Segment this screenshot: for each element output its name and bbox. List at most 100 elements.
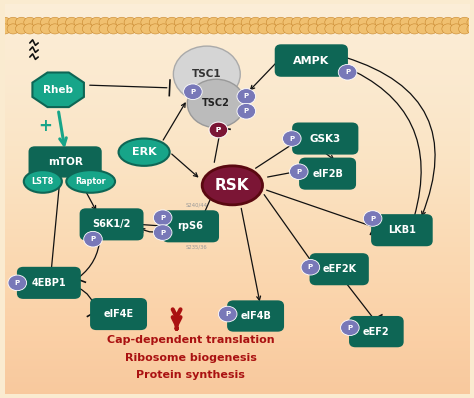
Text: Raptor: Raptor	[75, 177, 106, 186]
Circle shape	[174, 17, 186, 27]
Circle shape	[292, 17, 303, 27]
Circle shape	[338, 64, 357, 80]
FancyBboxPatch shape	[350, 317, 403, 346]
Circle shape	[74, 17, 86, 27]
Circle shape	[182, 17, 195, 27]
Circle shape	[124, 17, 136, 27]
Circle shape	[225, 17, 237, 27]
Circle shape	[116, 24, 128, 34]
Circle shape	[442, 24, 454, 34]
Text: P: P	[244, 108, 249, 114]
Text: eEF2K: eEF2K	[322, 264, 356, 274]
Circle shape	[24, 17, 36, 27]
Text: Cap-dependent translation: Cap-dependent translation	[107, 335, 274, 345]
Circle shape	[191, 24, 203, 34]
FancyBboxPatch shape	[228, 301, 283, 331]
Circle shape	[308, 24, 320, 34]
Circle shape	[458, 17, 471, 27]
Text: eIF4B: eIF4B	[240, 311, 271, 321]
Text: RSK: RSK	[215, 178, 250, 193]
Text: S6K1/2: S6K1/2	[92, 219, 131, 229]
Circle shape	[317, 24, 328, 34]
Circle shape	[458, 24, 471, 34]
Circle shape	[40, 17, 53, 27]
Text: Ribosome biogenesis: Ribosome biogenesis	[125, 353, 256, 363]
Circle shape	[333, 24, 345, 34]
Circle shape	[425, 24, 437, 34]
Text: P: P	[347, 325, 353, 331]
Circle shape	[450, 24, 462, 34]
Circle shape	[191, 17, 203, 27]
Circle shape	[91, 24, 103, 34]
Text: P: P	[160, 230, 165, 236]
FancyBboxPatch shape	[163, 211, 218, 242]
Circle shape	[141, 24, 153, 34]
Circle shape	[400, 24, 412, 34]
Circle shape	[325, 17, 337, 27]
Text: LST8: LST8	[32, 177, 54, 186]
Circle shape	[292, 24, 303, 34]
Text: LKB1: LKB1	[388, 225, 416, 235]
Circle shape	[417, 24, 429, 34]
Circle shape	[467, 24, 474, 34]
FancyBboxPatch shape	[293, 123, 357, 154]
FancyBboxPatch shape	[91, 299, 146, 329]
Circle shape	[400, 17, 412, 27]
Circle shape	[57, 24, 69, 34]
Text: P: P	[216, 127, 221, 133]
Circle shape	[283, 131, 301, 146]
Circle shape	[300, 17, 312, 27]
Text: P: P	[289, 136, 294, 142]
Circle shape	[99, 17, 111, 27]
Circle shape	[208, 24, 220, 34]
Circle shape	[166, 24, 178, 34]
Circle shape	[383, 17, 395, 27]
Circle shape	[7, 24, 19, 34]
Circle shape	[183, 84, 202, 100]
Circle shape	[154, 225, 172, 240]
Circle shape	[82, 24, 94, 34]
Circle shape	[132, 24, 145, 34]
Circle shape	[333, 17, 345, 27]
Circle shape	[216, 24, 228, 34]
Circle shape	[209, 122, 228, 138]
Circle shape	[8, 275, 27, 291]
Text: P: P	[91, 236, 96, 242]
Circle shape	[84, 231, 102, 247]
Ellipse shape	[66, 170, 115, 193]
Circle shape	[124, 24, 136, 34]
Circle shape	[187, 79, 245, 128]
Circle shape	[16, 24, 27, 34]
Circle shape	[258, 24, 270, 34]
Circle shape	[325, 24, 337, 34]
Text: P: P	[160, 215, 165, 221]
Circle shape	[417, 17, 429, 27]
Circle shape	[208, 17, 220, 27]
Circle shape	[442, 17, 454, 27]
Text: P: P	[15, 280, 20, 286]
Circle shape	[375, 17, 387, 27]
Circle shape	[266, 24, 278, 34]
Circle shape	[225, 24, 237, 34]
Circle shape	[116, 17, 128, 27]
Circle shape	[7, 17, 19, 27]
Circle shape	[249, 17, 262, 27]
Circle shape	[74, 24, 86, 34]
Text: 4EBP1: 4EBP1	[32, 278, 66, 288]
Circle shape	[392, 17, 404, 27]
Text: S235/36: S235/36	[186, 244, 208, 249]
Circle shape	[174, 24, 186, 34]
Text: P: P	[296, 169, 301, 175]
Circle shape	[24, 24, 36, 34]
Circle shape	[467, 17, 474, 27]
Circle shape	[157, 24, 170, 34]
Circle shape	[317, 17, 328, 27]
Circle shape	[341, 320, 359, 336]
Circle shape	[308, 17, 320, 27]
Circle shape	[341, 24, 354, 34]
Circle shape	[364, 211, 382, 226]
Text: S240/44: S240/44	[186, 203, 208, 208]
Circle shape	[200, 24, 211, 34]
Circle shape	[0, 17, 11, 27]
Circle shape	[375, 24, 387, 34]
